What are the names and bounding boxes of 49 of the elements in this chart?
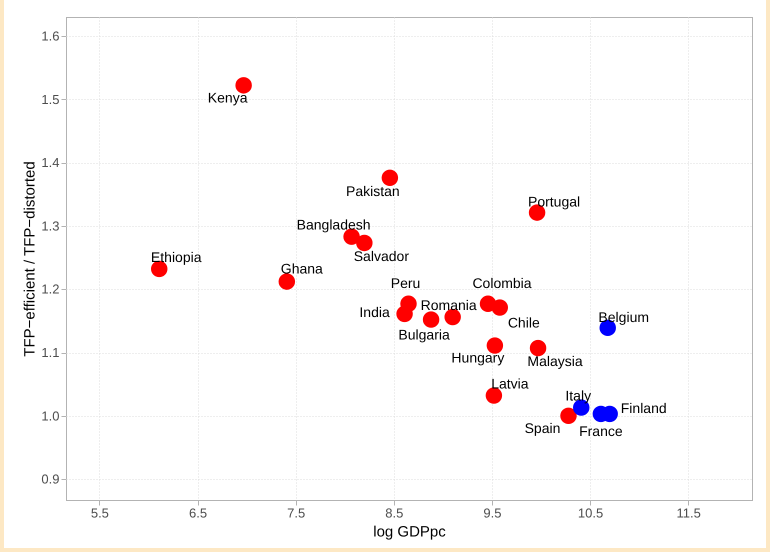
y-tick-label: 1.3	[41, 218, 60, 234]
x-tick-label: 11.5	[676, 506, 701, 520]
point	[492, 299, 508, 316]
y-tick-label: 1.2	[41, 282, 60, 297]
point	[382, 170, 398, 186]
x-tick-label: 6.5	[188, 506, 208, 520]
annotation: Kenya	[208, 89, 248, 106]
annotation: Belgium	[598, 308, 650, 325]
y-tick-label: 1.6	[41, 28, 60, 44]
annotation: Italy	[565, 388, 592, 404]
annotation: France	[579, 422, 623, 439]
y-tick-label: 1.5	[41, 92, 60, 107]
x-tick-label: 5.5	[90, 506, 109, 520]
point	[396, 306, 413, 322]
annotation: Latvia	[491, 376, 529, 392]
x-tick-label: 9.5	[483, 506, 502, 520]
annotation: Chile	[508, 314, 540, 331]
point	[530, 340, 546, 356]
point	[486, 387, 502, 404]
annotation: Portugal	[528, 194, 580, 210]
point	[356, 234, 373, 252]
annotation: Pakistan	[346, 182, 400, 199]
annotation: Salvador	[354, 248, 410, 264]
x-axis-title: log GDPpc	[373, 524, 446, 540]
annotation: Finland	[620, 400, 667, 416]
annotation: Peru	[390, 274, 420, 291]
point	[278, 273, 296, 290]
y-tick-label: 1.1	[41, 345, 60, 360]
annotation: Colombia	[472, 274, 532, 291]
point	[235, 77, 252, 94]
y-tick-label: 0.9	[41, 472, 60, 487]
annotation: Spain	[524, 420, 560, 436]
x-tick-label: 8.5	[385, 506, 404, 520]
annotation: Bulgaria	[398, 326, 450, 343]
annotation: Malaysia	[527, 353, 583, 370]
annotation: Hungary	[451, 350, 504, 366]
annotation: Romania	[420, 297, 477, 314]
x-tick-label: 10.5	[578, 506, 604, 520]
x-tick-label: 7.5	[287, 506, 306, 520]
y-tick-label: 1.4	[41, 155, 60, 170]
y-tick-label: 1.0	[41, 408, 60, 424]
point	[422, 311, 440, 328]
annotation: Ethiopia	[150, 248, 202, 265]
point	[560, 408, 577, 424]
point	[486, 337, 504, 354]
y-axis-title: TFP−efficient / TFP−distorted	[21, 161, 38, 357]
annotation: Bangladesh	[296, 216, 371, 233]
annotation: Ghana	[280, 260, 324, 277]
annotation: India	[359, 304, 390, 320]
